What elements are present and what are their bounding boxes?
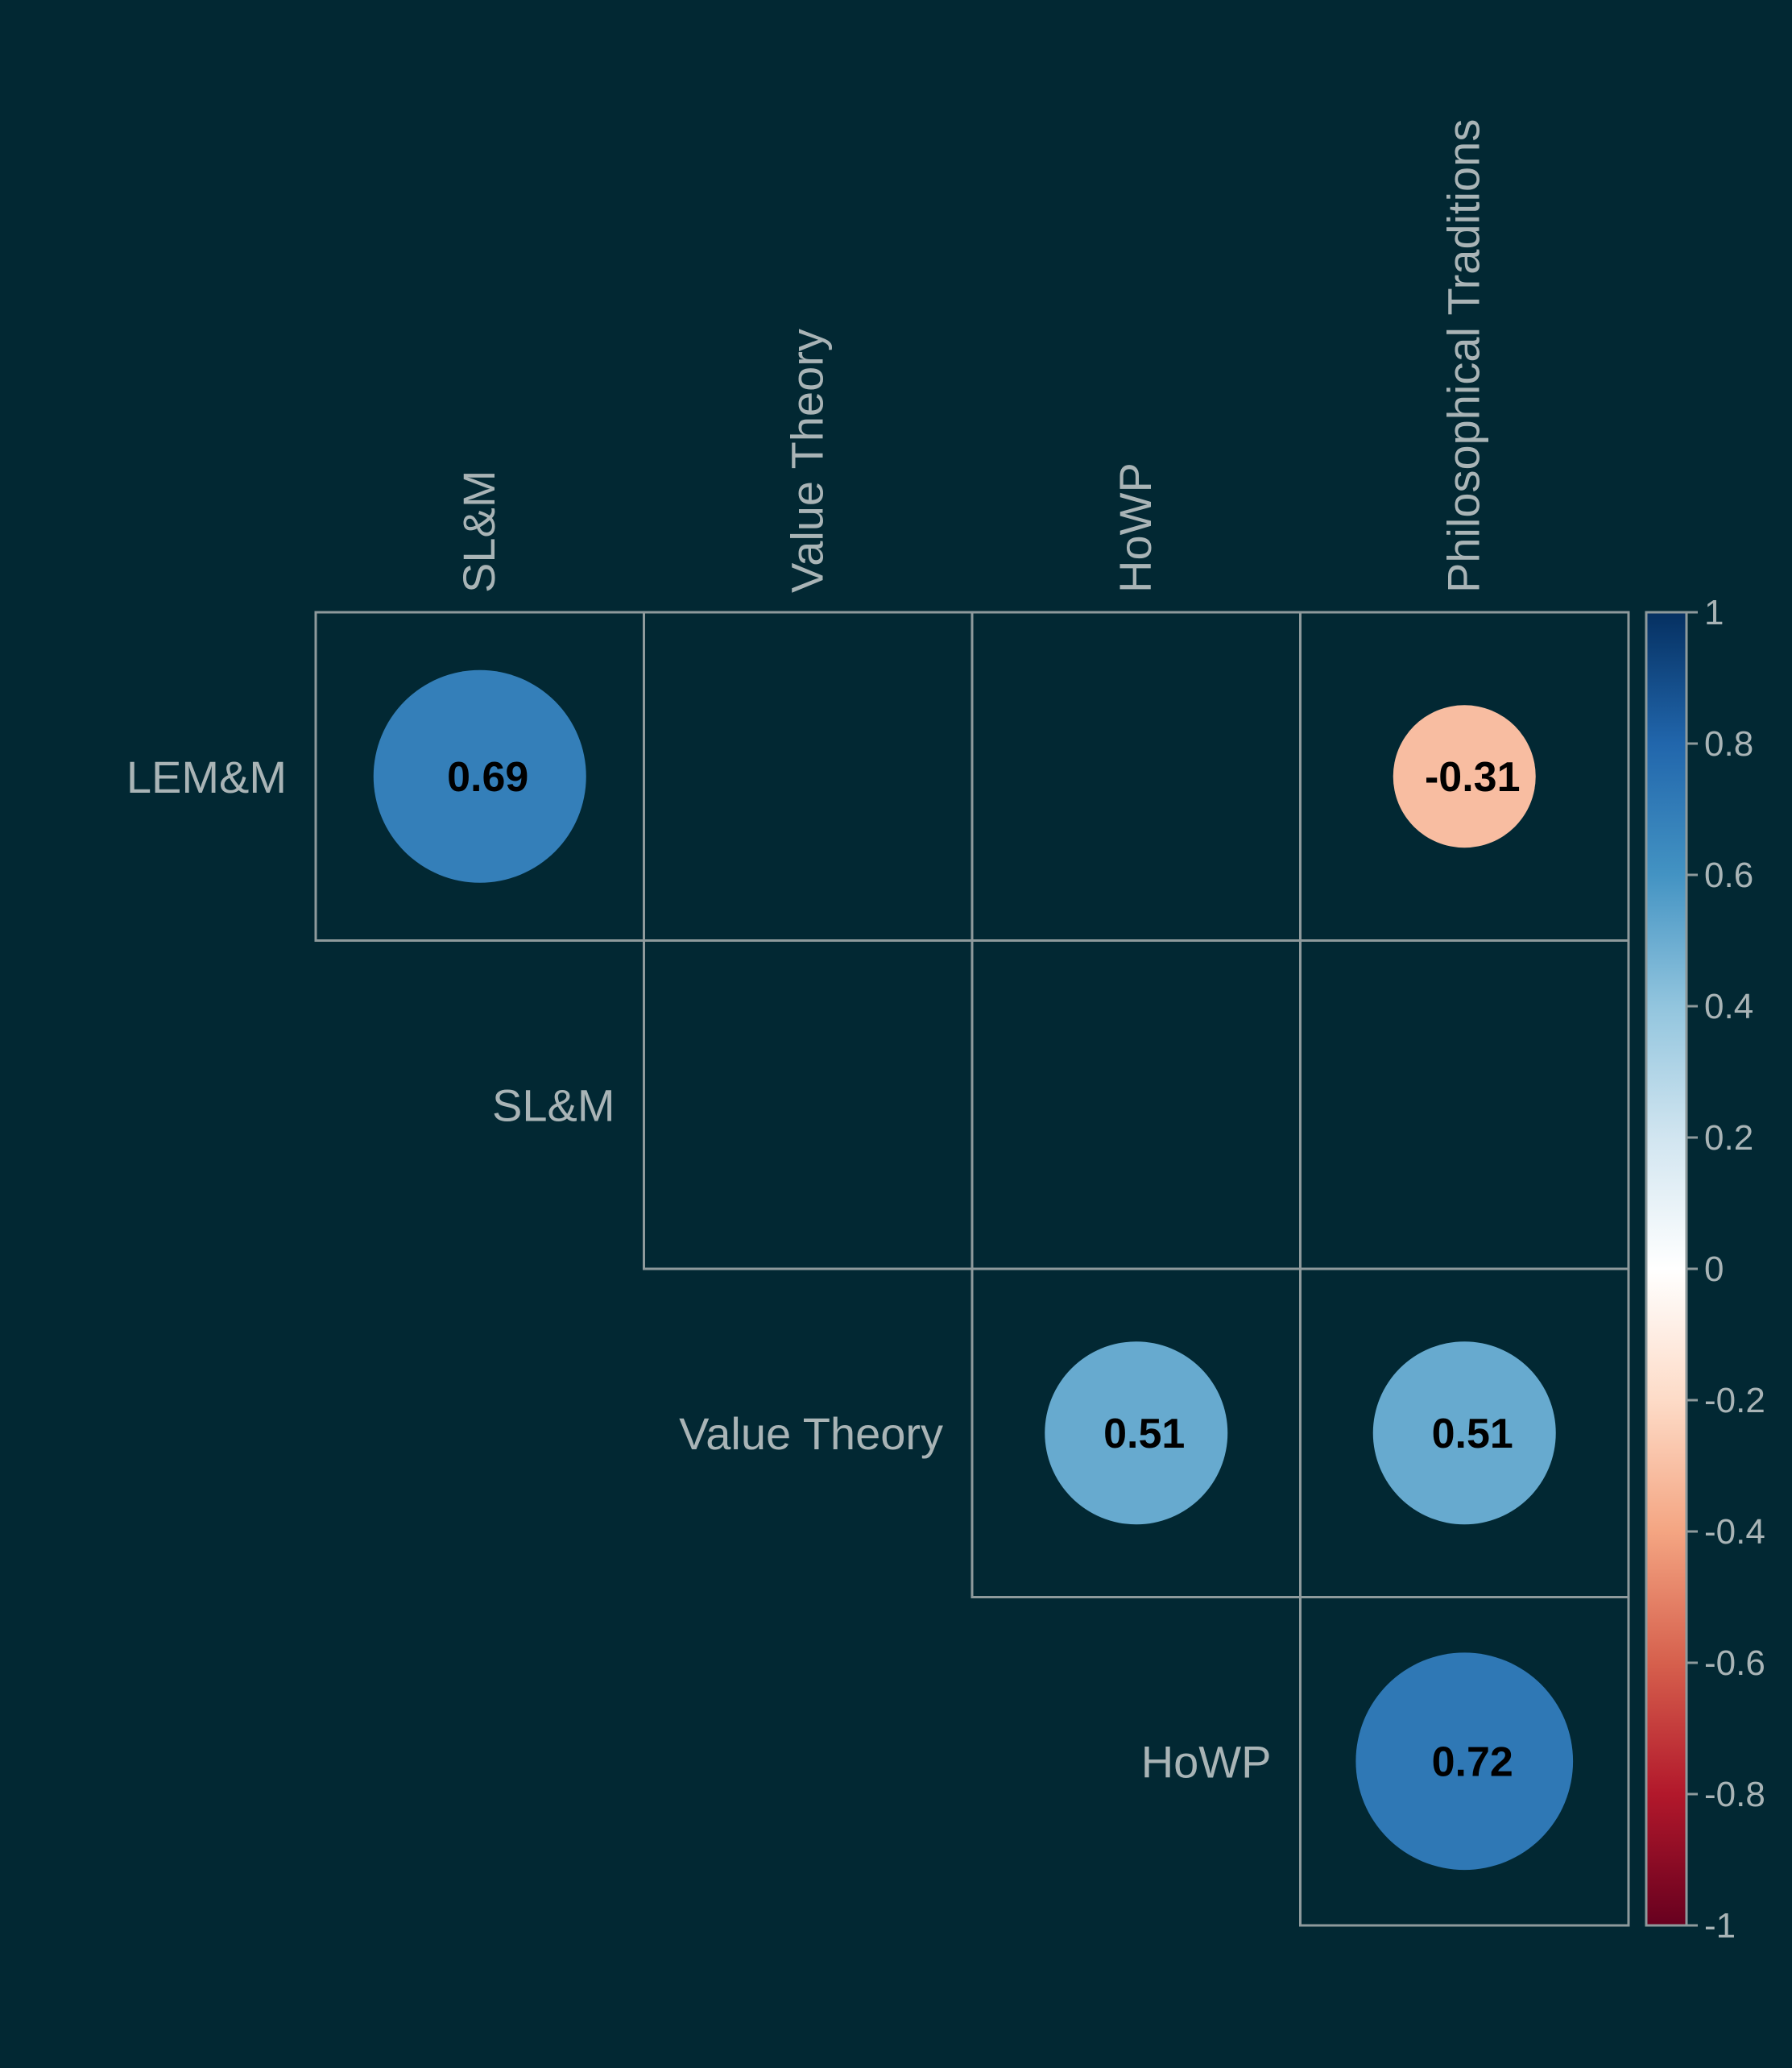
grid-cell [1299, 1596, 1630, 1927]
grid-lines [314, 611, 1630, 1927]
column-label: HoWP [1110, 462, 1161, 593]
correlation-circle [1355, 1652, 1574, 1871]
colorbar-tick-label: -0.2 [1704, 1381, 1765, 1420]
correlation-value: 0.51 [1432, 1411, 1513, 1457]
colorbar-tick-label: 0 [1704, 1250, 1724, 1289]
colorbar-tick-label: 0.8 [1704, 724, 1753, 764]
column-label: Philosophical Traditions [1438, 119, 1488, 593]
column-labels: SL&M Value Theory HoWP Philosophical Tradit… [453, 119, 1489, 593]
row-label: Value Theory [679, 1408, 943, 1459]
colorbar-tick-label: 0.4 [1704, 987, 1753, 1026]
colorbar-tick-label: 0.2 [1704, 1118, 1753, 1158]
row-label: SL&M [492, 1080, 615, 1130]
colorbar-tick-label: -1 [1704, 1906, 1736, 1946]
correlation-value: 0.69 [447, 754, 528, 801]
correlation-circles [373, 669, 1574, 1871]
colorbar-tick-label: -0.8 [1704, 1775, 1765, 1814]
grid-cell [643, 611, 974, 942]
grid-cell [1299, 939, 1630, 1270]
colorbar: 1 0.8 0.6 0.4 0.2 0 -0.2 -0.4 -0.6 -0.8 -1 [1645, 593, 1765, 1946]
correlation-value: 0.51 [1103, 1411, 1185, 1457]
correlation-circle [1393, 705, 1536, 848]
correlation-value: 0.72 [1432, 1739, 1513, 1785]
correlation-circle [1045, 1341, 1228, 1525]
grid-cell [643, 939, 974, 1270]
colorbar-gradient [1645, 611, 1688, 1927]
correlation-values: 0.69 -0.31 0.51 0.51 0.72 [447, 754, 1520, 1786]
row-label: HoWP [1141, 1736, 1272, 1787]
column-label: SL&M [453, 470, 504, 594]
colorbar-tick-label: -0.4 [1704, 1512, 1765, 1552]
row-label: LEM&M [126, 752, 287, 802]
correlation-value: -0.31 [1425, 754, 1521, 801]
colorbar-tick-label: 0.6 [1704, 856, 1753, 895]
grid-cell [970, 611, 1302, 942]
correlation-circle [373, 669, 586, 883]
column-label: Value Theory [781, 329, 832, 593]
colorbar-tick-label: -0.6 [1704, 1643, 1765, 1683]
correlation-circle [1372, 1341, 1556, 1525]
grid-cell [970, 939, 1302, 1270]
row-labels: LEM&M SL&M Value Theory HoWP [126, 752, 1272, 1788]
colorbar-tick-label: 1 [1704, 593, 1724, 632]
